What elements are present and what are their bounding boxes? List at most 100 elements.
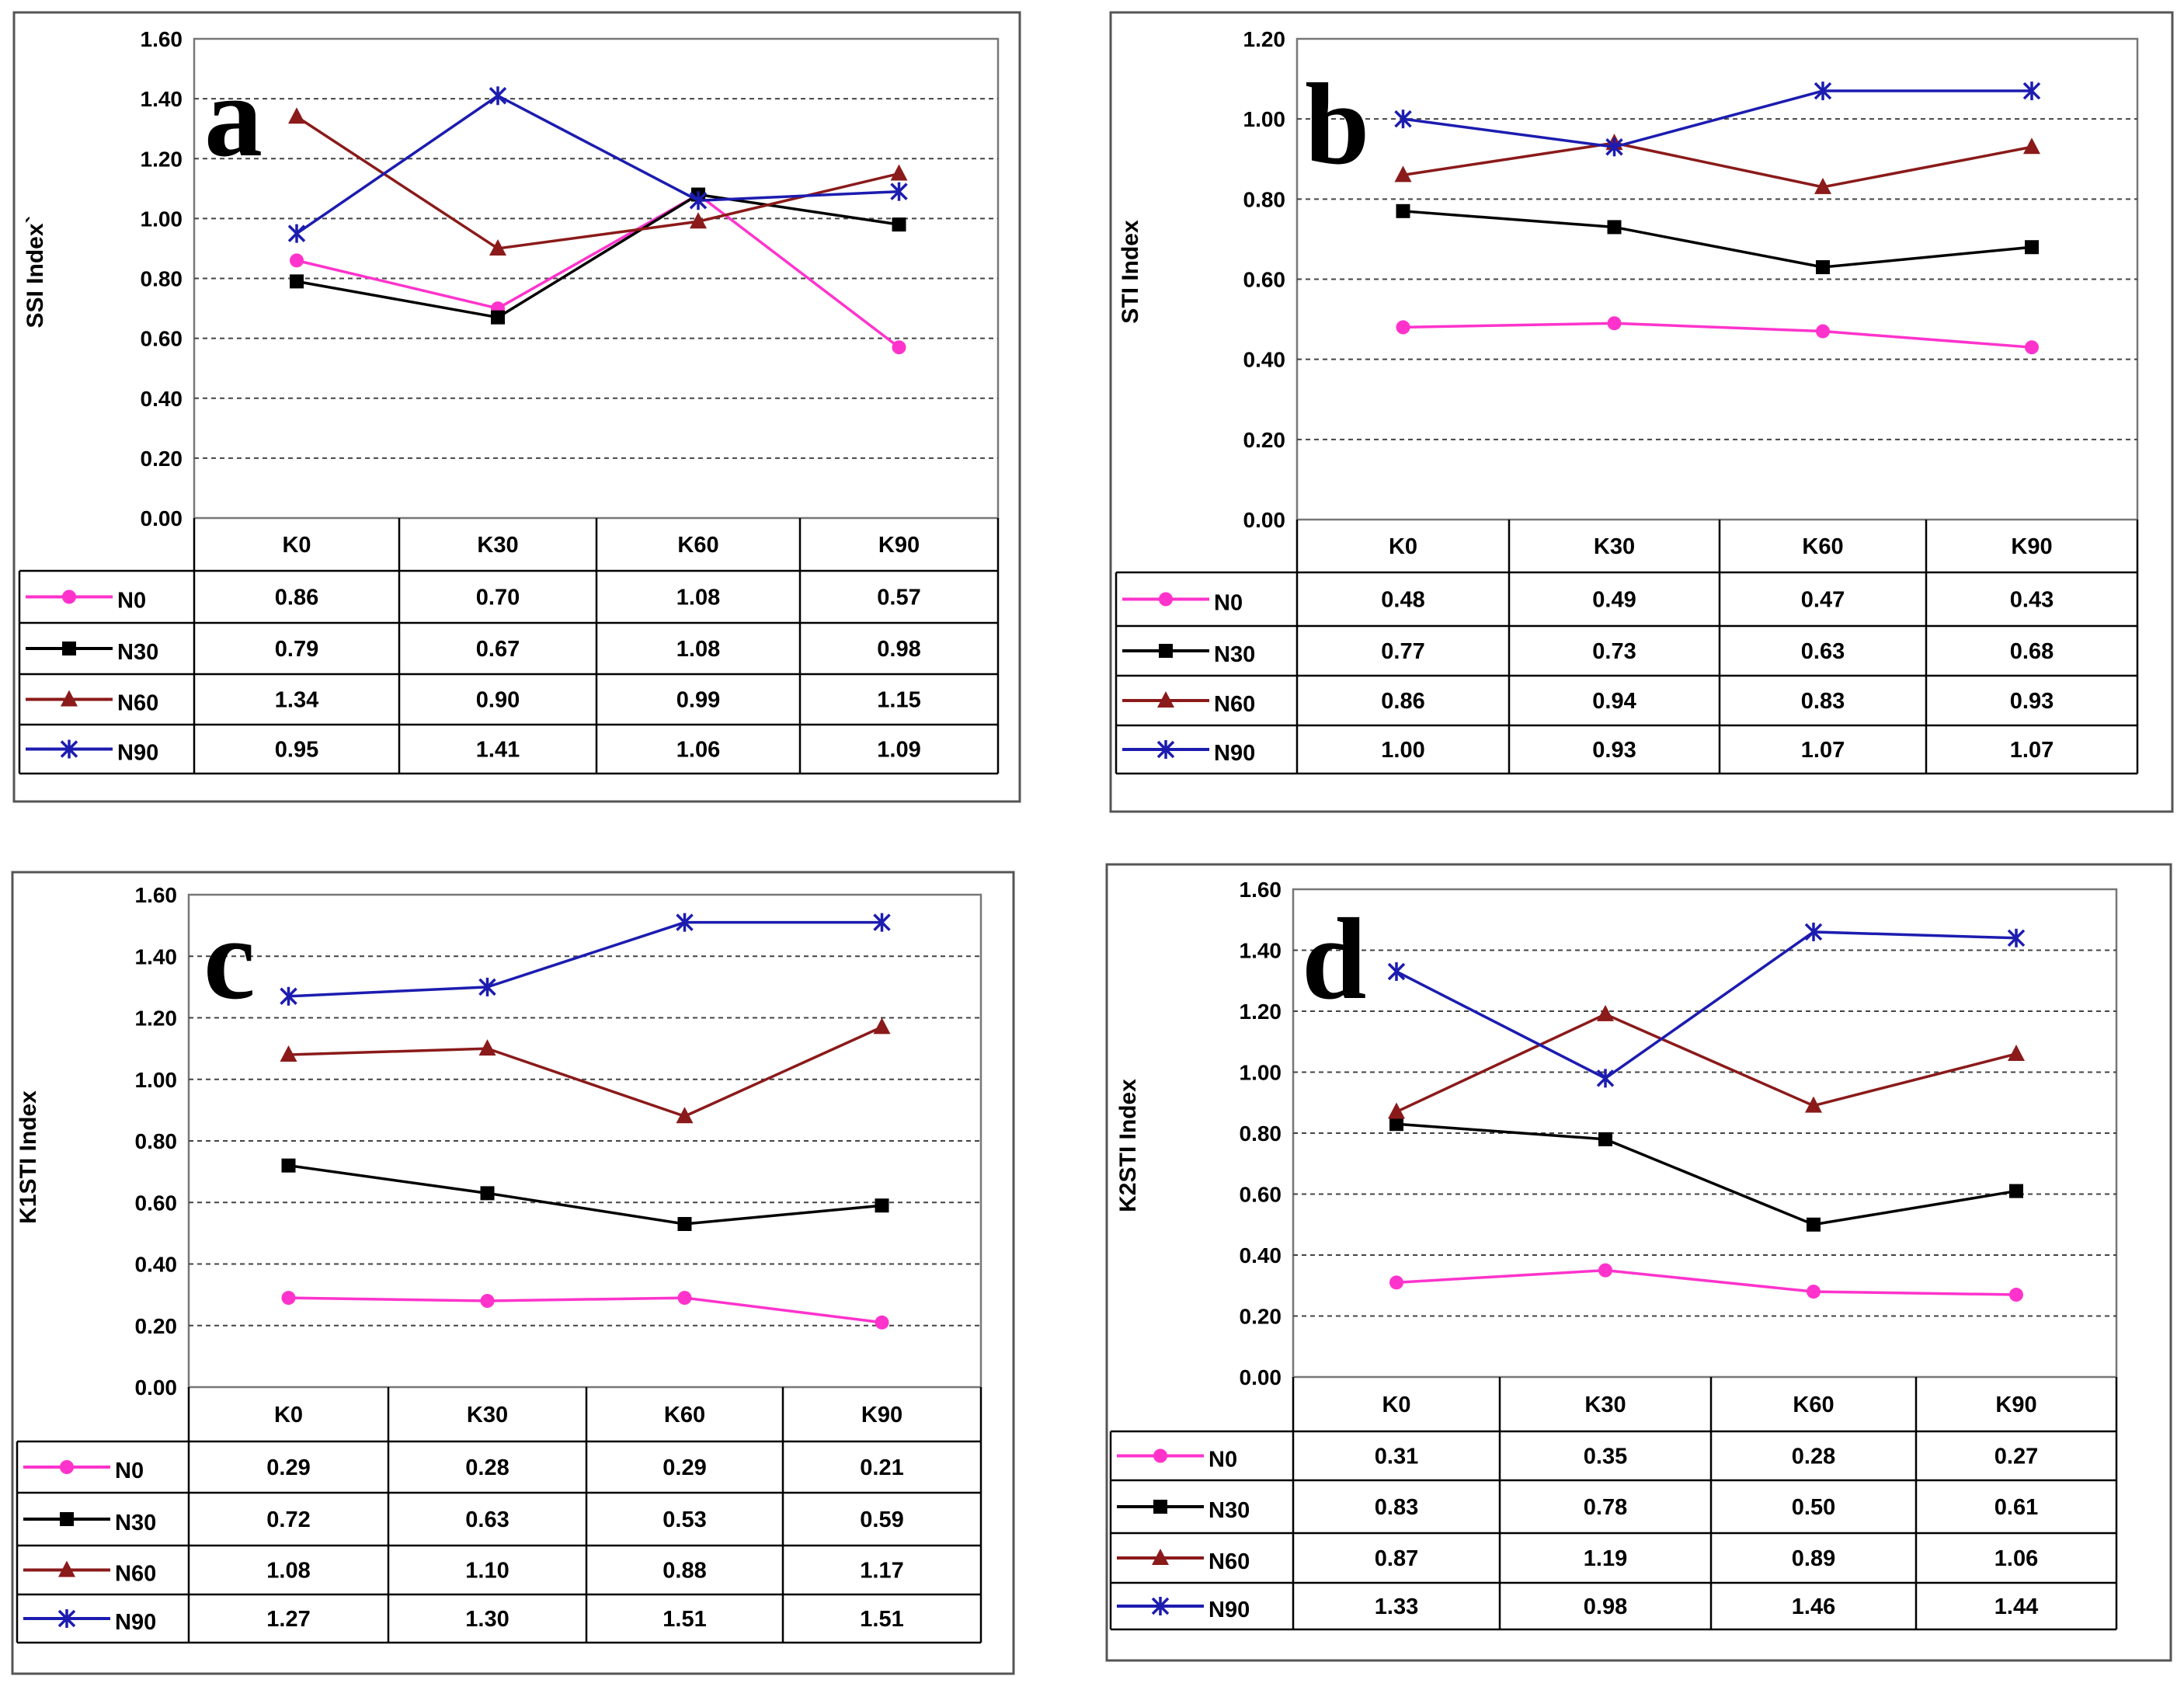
series-line <box>1396 930 2017 1080</box>
data-point <box>677 1216 692 1231</box>
legend-key-marker <box>62 642 76 655</box>
table-cell-value: 0.59 <box>860 1507 903 1532</box>
series-n30 <box>1396 203 2039 275</box>
table-cell-value: 0.79 <box>275 637 318 662</box>
series-n60 <box>1394 134 2040 194</box>
y-tick-label: 0.40 <box>141 387 183 411</box>
data-point <box>1388 1102 1405 1119</box>
legend-label: N60 <box>115 1562 156 1587</box>
y-tick-label: 1.60 <box>1240 878 1282 902</box>
series-n90 <box>280 913 891 1006</box>
table-cell-value: 0.49 <box>1592 588 1636 613</box>
legend-key-marker <box>1151 1597 1170 1615</box>
y-tick-label: 0.80 <box>1240 1121 1282 1146</box>
y-tick-label: 1.60 <box>141 27 183 51</box>
data-table: K0 K30 K60 K90 N0 0.48 0.49 0.47 0.43 N30 0.77 0.73… <box>1115 520 2139 775</box>
category-label: K90 <box>878 533 920 558</box>
panel-frame <box>12 11 1021 803</box>
series-line <box>1396 1013 2017 1114</box>
panel-letter: a <box>204 52 263 181</box>
data-point <box>890 182 908 201</box>
y-tick-label: 0.20 <box>1240 1305 1282 1329</box>
y-tick-label: 0.60 <box>135 1191 178 1215</box>
data-point <box>281 1158 296 1173</box>
legend-label: N30 <box>1209 1498 1250 1523</box>
data-point <box>1807 1217 1821 1232</box>
table-cell-value: 0.72 <box>266 1507 310 1532</box>
series-line <box>1403 210 2033 269</box>
legend-key-marker <box>60 1512 74 1526</box>
data-point <box>1598 1132 1612 1146</box>
table-cell-value: 0.53 <box>663 1507 706 1532</box>
panel-frame <box>1105 863 2172 1662</box>
data-point <box>287 224 306 243</box>
category-label: K60 <box>664 1403 705 1427</box>
legend-key-marker <box>60 1460 74 1474</box>
data-point <box>1804 922 1823 941</box>
category-label: K30 <box>467 1403 508 1427</box>
data-point <box>873 913 891 932</box>
series-n60 <box>1388 1004 2025 1119</box>
table-cell-value: 0.88 <box>663 1559 706 1584</box>
y-tick-label: 0.80 <box>1243 187 1286 211</box>
y-tick-label: 1.00 <box>135 1068 178 1092</box>
category-label: K0 <box>1382 1393 1410 1417</box>
category-label: K30 <box>1594 534 1635 559</box>
panel-frame <box>11 871 1015 1675</box>
y-tick-label: 0.40 <box>1240 1243 1282 1267</box>
legend-key-marker <box>62 589 76 604</box>
series-line <box>1396 1268 2017 1296</box>
table-cell-value: 0.50 <box>1792 1495 1835 1520</box>
table-cell-value: 0.27 <box>1994 1445 2038 1469</box>
data-point <box>875 1315 889 1330</box>
y-tick-label: 0.40 <box>1243 348 1286 372</box>
series-line <box>288 1296 882 1324</box>
y-tick-label: 0.60 <box>1240 1183 1282 1207</box>
series-n30 <box>1389 1117 2023 1232</box>
category-label: K60 <box>1802 534 1843 559</box>
data-point <box>677 1291 692 1306</box>
y-tick-label: 0.20 <box>141 447 183 471</box>
legend-label: N60 <box>117 691 158 716</box>
y-axis-label: STI Index <box>1118 220 1143 324</box>
data-point <box>480 1294 495 1309</box>
data-point <box>290 274 304 289</box>
series-n60 <box>288 107 908 256</box>
series-line <box>296 115 899 250</box>
data-point <box>892 340 906 355</box>
table-cell-value: 1.07 <box>2010 738 2054 763</box>
table-cell-value: 0.61 <box>1994 1495 2038 1520</box>
data-point <box>1816 324 1830 339</box>
table-cell-value: 0.87 <box>1375 1546 1418 1571</box>
legend-key-marker <box>1159 644 1173 658</box>
legend-label: N90 <box>117 741 158 766</box>
series-line <box>296 94 899 235</box>
data-point <box>1596 1069 1615 1088</box>
table-cell-value: 0.89 <box>1792 1546 1835 1571</box>
table-cell-value: 1.08 <box>266 1559 310 1584</box>
table-cell-value: 0.86 <box>1381 689 1424 714</box>
y-axis-label: SSI Index` <box>23 215 48 328</box>
series-line <box>288 1025 883 1118</box>
legend-label: N30 <box>115 1511 156 1535</box>
y-tick-label: 1.20 <box>1243 27 1286 51</box>
series-n0 <box>1396 316 2039 355</box>
table-cell-value: 1.30 <box>465 1607 509 1632</box>
y-tick-label: 0.80 <box>135 1129 178 1153</box>
legend-label: N0 <box>115 1459 144 1483</box>
legend-key-marker <box>57 1609 76 1628</box>
data-point <box>1605 137 1623 157</box>
series-line <box>1403 89 2032 149</box>
data-point <box>873 1017 891 1034</box>
category-label: K90 <box>2011 534 2052 559</box>
table-cell-value: 1.10 <box>465 1559 509 1584</box>
data-point <box>2007 928 2026 948</box>
y-tick-label: 0.00 <box>1240 1365 1282 1389</box>
series-line <box>1396 1122 2017 1226</box>
category-label: K60 <box>677 533 718 558</box>
table-cell-value: 0.67 <box>476 637 520 662</box>
y-tick-label: 1.20 <box>141 147 183 171</box>
table-cell-value: 0.35 <box>1584 1445 1627 1469</box>
data-point <box>1814 177 1831 194</box>
table-cell-value: 1.08 <box>676 586 720 610</box>
